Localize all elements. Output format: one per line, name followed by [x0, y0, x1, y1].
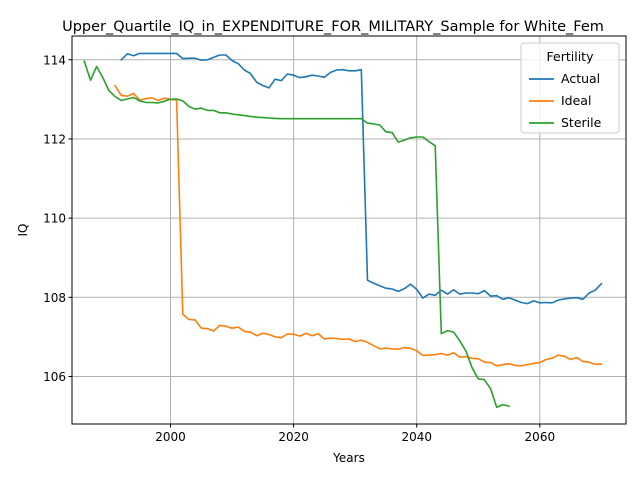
legend-items: Actual Ideal Sterile	[529, 71, 602, 130]
x-tick-label: 2040	[401, 430, 432, 444]
legend-box	[520, 42, 620, 134]
y-tick-label: 106	[43, 370, 66, 384]
chart-title: Upper_Quartile_IQ_in_EXPENDITURE_FOR_MIL…	[62, 19, 604, 35]
axis-ticks: 2000 2020 2040 2060 106 108 110 112 114	[43, 53, 555, 444]
x-tick-label: 2000	[155, 430, 186, 444]
legend: Fertility Actual Ideal Sterile	[520, 42, 620, 134]
plot-lines	[83, 52, 603, 409]
y-tick-label: 114	[43, 53, 66, 67]
legend-label-ideal: Ideal	[561, 93, 591, 108]
y-tick-label: 108	[43, 291, 66, 305]
y-axis-label: IQ	[16, 224, 30, 237]
y-tick-label: 110	[43, 212, 66, 226]
y-tick-label: 112	[43, 132, 66, 146]
x-tick-label: 2020	[278, 430, 309, 444]
legend-label-actual: Actual	[561, 71, 600, 86]
x-tick-label: 2060	[525, 430, 556, 444]
series-line-actual	[120, 52, 603, 305]
plot-frame	[71, 35, 627, 425]
series-line-sterile	[83, 60, 510, 409]
series-line-ideal	[113, 84, 603, 367]
x-axis-label: Years	[332, 451, 365, 465]
legend-label-sterile: Sterile	[561, 115, 602, 130]
legend-title: Fertility	[547, 49, 595, 64]
